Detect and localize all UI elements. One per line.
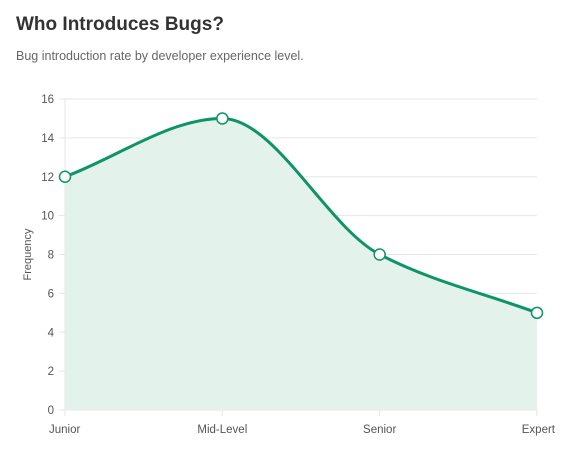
chart-subtitle: Bug introduction rate by developer exper… [16,49,304,63]
y-tick-label: 10 [41,211,54,223]
data-point [373,248,386,261]
x-tick-label: Expert [522,424,556,436]
y-tick-label: 4 [48,327,55,339]
y-axis-title: Frequency [22,228,34,280]
data-point [530,306,544,320]
x-tick-label: Senior [363,424,396,436]
y-tick-label: 8 [48,250,54,262]
y-tick-label: 2 [48,366,54,378]
y-tick-label: 16 [41,94,54,106]
y-tick-label: 14 [41,133,54,145]
data-point [58,170,72,183]
x-tick-label: Mid-Level [197,424,247,436]
y-tick-label: 6 [48,288,54,300]
data-points [58,112,544,320]
y-axis-ticks: 0 2 4 6 8 10 12 14 16 [41,94,54,417]
y-tick-label: 12 [41,172,54,184]
chart-title: Who Introduces Bugs? [16,14,224,35]
data-point [216,112,229,125]
series-area [65,118,537,410]
x-axis-ticks: Junior Mid-Level Senior Expert [49,424,556,436]
series-line [63,116,539,315]
y-tick-label: 0 [48,405,54,417]
x-tick-label: Junior [49,424,80,436]
